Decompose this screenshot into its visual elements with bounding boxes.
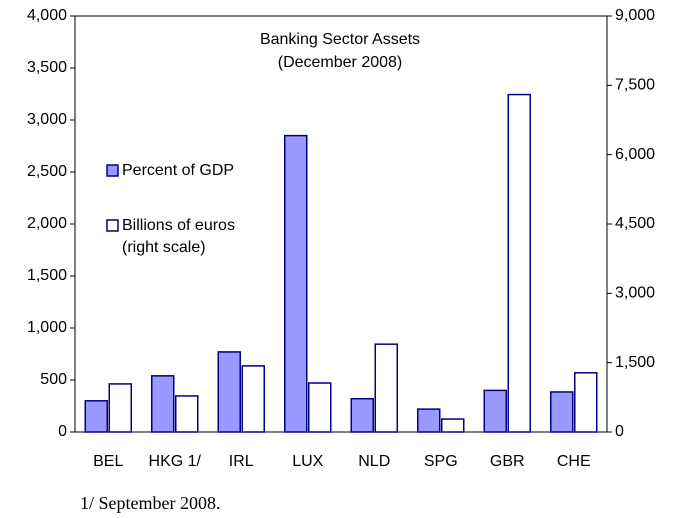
x-tick-label: GBR bbox=[490, 453, 525, 470]
bar bbox=[507, 93, 531, 433]
y-tick-label: 1,500 bbox=[27, 267, 67, 284]
x-tick-label: NLD bbox=[358, 453, 390, 470]
bar bbox=[175, 395, 199, 433]
y2-tick-label: 3,000 bbox=[615, 285, 655, 302]
bar bbox=[241, 365, 265, 433]
y2-tick-label: 1,500 bbox=[615, 354, 655, 371]
bar bbox=[441, 418, 465, 433]
bar bbox=[308, 382, 332, 433]
y2-tick-label: 7,500 bbox=[615, 77, 655, 94]
bar bbox=[217, 351, 241, 433]
legend-label: Billions of euros (right scale) bbox=[122, 217, 235, 256]
bar bbox=[284, 134, 308, 433]
bar bbox=[417, 408, 441, 433]
y2-tick-label: 9,000 bbox=[615, 7, 655, 24]
y-tick-label: 4,000 bbox=[27, 7, 67, 24]
x-tick-label: CHE bbox=[557, 453, 591, 470]
x-tick-label: SPG bbox=[424, 453, 458, 470]
legend-swatch bbox=[106, 164, 119, 177]
legend-label: Percent of GDP bbox=[122, 162, 234, 179]
bar bbox=[151, 375, 175, 433]
y-tick-label: 500 bbox=[40, 371, 67, 388]
y-tick-label: 3,500 bbox=[27, 59, 67, 76]
chart-subtitle: (December 2008) bbox=[278, 54, 403, 71]
y-tick-label: 2,500 bbox=[27, 163, 67, 180]
legend-swatch bbox=[106, 219, 119, 232]
bar bbox=[550, 391, 574, 433]
y-tick-label: 0 bbox=[58, 423, 67, 440]
footnote: 1/ September 2008. bbox=[80, 493, 220, 513]
y-tick-label: 3,000 bbox=[27, 111, 67, 128]
x-tick-label: BEL bbox=[93, 453, 123, 470]
y-tick-label: 2,000 bbox=[27, 215, 67, 232]
y-tick-label: 1,000 bbox=[27, 319, 67, 336]
bar bbox=[574, 372, 598, 433]
bar bbox=[483, 389, 507, 433]
x-tick-label: HKG 1/ bbox=[149, 453, 202, 470]
bar bbox=[84, 400, 108, 433]
chart-title: Banking Sector Assets bbox=[260, 31, 420, 48]
y2-tick-label: 4,500 bbox=[615, 215, 655, 232]
x-tick-label: IRL bbox=[229, 453, 254, 470]
bar bbox=[108, 383, 132, 433]
y2-tick-label: 0 bbox=[615, 423, 624, 440]
bar bbox=[374, 343, 398, 433]
y2-tick-label: 6,000 bbox=[615, 146, 655, 163]
x-tick-label: LUX bbox=[292, 453, 323, 470]
bar bbox=[350, 397, 374, 433]
